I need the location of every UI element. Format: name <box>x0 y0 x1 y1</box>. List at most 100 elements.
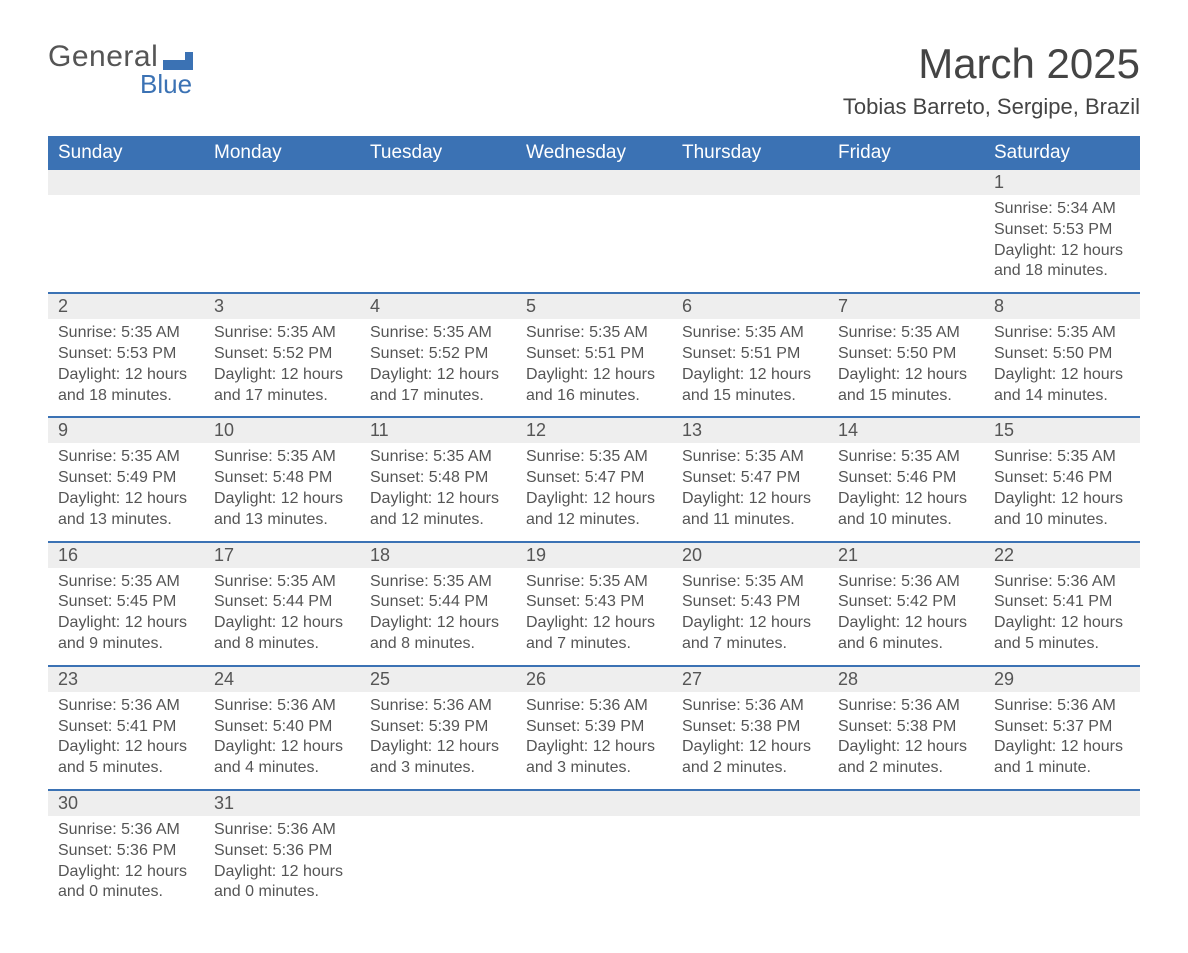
sunrise-text: Sunrise: 5:36 AM <box>994 572 1130 593</box>
day-number-cell: 17 <box>204 542 360 568</box>
sunrise-text: Sunrise: 5:35 AM <box>58 572 194 593</box>
day-number-cell: 28 <box>828 666 984 692</box>
sunset-text: Sunset: 5:46 PM <box>838 468 974 489</box>
day-number-cell <box>516 170 672 195</box>
day-detail-cell <box>516 195 672 293</box>
day-number-row: 1 <box>48 170 1140 195</box>
day-detail-cell: Sunrise: 5:36 AMSunset: 5:39 PMDaylight:… <box>516 692 672 790</box>
daylight-text: Daylight: 12 hours and 16 minutes. <box>526 365 662 407</box>
daylight-text: Daylight: 12 hours and 7 minutes. <box>526 613 662 655</box>
day-number-cell: 31 <box>204 790 360 816</box>
day-detail-row: Sunrise: 5:35 AMSunset: 5:45 PMDaylight:… <box>48 568 1140 666</box>
day-detail-cell: Sunrise: 5:36 AMSunset: 5:37 PMDaylight:… <box>984 692 1140 790</box>
sunrise-text: Sunrise: 5:35 AM <box>682 323 818 344</box>
daylight-text: Daylight: 12 hours and 3 minutes. <box>526 737 662 779</box>
day-number-cell: 3 <box>204 293 360 319</box>
day-number-cell: 21 <box>828 542 984 568</box>
day-detail-cell: Sunrise: 5:35 AMSunset: 5:51 PMDaylight:… <box>672 319 828 417</box>
sunrise-text: Sunrise: 5:35 AM <box>370 447 506 468</box>
sunset-text: Sunset: 5:49 PM <box>58 468 194 489</box>
day-detail-cell: Sunrise: 5:36 AMSunset: 5:39 PMDaylight:… <box>360 692 516 790</box>
sunset-text: Sunset: 5:37 PM <box>994 717 1130 738</box>
sunset-text: Sunset: 5:51 PM <box>526 344 662 365</box>
day-detail-cell: Sunrise: 5:36 AMSunset: 5:36 PMDaylight:… <box>48 816 204 913</box>
daylight-text: Daylight: 12 hours and 10 minutes. <box>994 489 1130 531</box>
day-number-cell <box>204 170 360 195</box>
sunset-text: Sunset: 5:43 PM <box>526 592 662 613</box>
day-number-cell: 19 <box>516 542 672 568</box>
day-detail-cell: Sunrise: 5:36 AMSunset: 5:38 PMDaylight:… <box>672 692 828 790</box>
day-number-cell: 20 <box>672 542 828 568</box>
day-header: Friday <box>828 136 984 170</box>
sunrise-text: Sunrise: 5:35 AM <box>838 323 974 344</box>
sunrise-text: Sunrise: 5:35 AM <box>214 572 350 593</box>
daylight-text: Daylight: 12 hours and 11 minutes. <box>682 489 818 531</box>
day-number-row: 9101112131415 <box>48 417 1140 443</box>
daylight-text: Daylight: 12 hours and 1 minute. <box>994 737 1130 779</box>
logo: General Blue <box>48 40 193 100</box>
day-detail-cell: Sunrise: 5:35 AMSunset: 5:46 PMDaylight:… <box>828 443 984 541</box>
sunrise-text: Sunrise: 5:35 AM <box>838 447 974 468</box>
header: General Blue March 2025 Tobias Barreto, … <box>48 40 1140 120</box>
day-number-cell: 15 <box>984 417 1140 443</box>
sunrise-text: Sunrise: 5:36 AM <box>838 572 974 593</box>
day-number-cell: 8 <box>984 293 1140 319</box>
daylight-text: Daylight: 12 hours and 12 minutes. <box>526 489 662 531</box>
day-detail-cell: Sunrise: 5:35 AMSunset: 5:49 PMDaylight:… <box>48 443 204 541</box>
day-number-cell: 11 <box>360 417 516 443</box>
day-detail-cell: Sunrise: 5:35 AMSunset: 5:48 PMDaylight:… <box>360 443 516 541</box>
daylight-text: Daylight: 12 hours and 18 minutes. <box>994 241 1130 283</box>
day-number-cell: 18 <box>360 542 516 568</box>
day-detail-cell: Sunrise: 5:34 AMSunset: 5:53 PMDaylight:… <box>984 195 1140 293</box>
daylight-text: Daylight: 12 hours and 7 minutes. <box>682 613 818 655</box>
day-number-cell: 7 <box>828 293 984 319</box>
daylight-text: Daylight: 12 hours and 10 minutes. <box>838 489 974 531</box>
day-detail-cell <box>516 816 672 913</box>
day-header: Saturday <box>984 136 1140 170</box>
day-number-cell: 25 <box>360 666 516 692</box>
day-detail-cell <box>48 195 204 293</box>
day-detail-row: Sunrise: 5:36 AMSunset: 5:41 PMDaylight:… <box>48 692 1140 790</box>
day-number-cell <box>48 170 204 195</box>
sunset-text: Sunset: 5:48 PM <box>370 468 506 489</box>
sunset-text: Sunset: 5:44 PM <box>214 592 350 613</box>
day-header: Sunday <box>48 136 204 170</box>
day-number-cell: 24 <box>204 666 360 692</box>
sunset-text: Sunset: 5:42 PM <box>838 592 974 613</box>
day-detail-cell <box>672 195 828 293</box>
daylight-text: Daylight: 12 hours and 5 minutes. <box>58 737 194 779</box>
day-detail-cell <box>984 816 1140 913</box>
sunset-text: Sunset: 5:38 PM <box>838 717 974 738</box>
day-header: Tuesday <box>360 136 516 170</box>
sunrise-text: Sunrise: 5:35 AM <box>214 323 350 344</box>
location-label: Tobias Barreto, Sergipe, Brazil <box>843 94 1140 120</box>
day-detail-cell: Sunrise: 5:35 AMSunset: 5:50 PMDaylight:… <box>984 319 1140 417</box>
sunset-text: Sunset: 5:41 PM <box>58 717 194 738</box>
day-number-cell: 2 <box>48 293 204 319</box>
sunset-text: Sunset: 5:39 PM <box>526 717 662 738</box>
day-detail-cell: Sunrise: 5:35 AMSunset: 5:47 PMDaylight:… <box>672 443 828 541</box>
sunrise-text: Sunrise: 5:35 AM <box>214 447 350 468</box>
sunset-text: Sunset: 5:40 PM <box>214 717 350 738</box>
day-detail-cell <box>360 816 516 913</box>
day-detail-cell: Sunrise: 5:35 AMSunset: 5:44 PMDaylight:… <box>360 568 516 666</box>
day-number-cell: 16 <box>48 542 204 568</box>
day-number-cell: 10 <box>204 417 360 443</box>
day-number-row: 23242526272829 <box>48 666 1140 692</box>
day-detail-cell <box>828 816 984 913</box>
daylight-text: Daylight: 12 hours and 18 minutes. <box>58 365 194 407</box>
day-detail-cell: Sunrise: 5:35 AMSunset: 5:45 PMDaylight:… <box>48 568 204 666</box>
sunrise-text: Sunrise: 5:36 AM <box>58 820 194 841</box>
daylight-text: Daylight: 12 hours and 12 minutes. <box>370 489 506 531</box>
sunrise-text: Sunrise: 5:35 AM <box>994 323 1130 344</box>
daylight-text: Daylight: 12 hours and 15 minutes. <box>682 365 818 407</box>
day-detail-cell: Sunrise: 5:35 AMSunset: 5:47 PMDaylight:… <box>516 443 672 541</box>
sunset-text: Sunset: 5:47 PM <box>682 468 818 489</box>
sunrise-text: Sunrise: 5:36 AM <box>994 696 1130 717</box>
day-detail-cell: Sunrise: 5:35 AMSunset: 5:48 PMDaylight:… <box>204 443 360 541</box>
sunset-text: Sunset: 5:52 PM <box>370 344 506 365</box>
sunrise-text: Sunrise: 5:36 AM <box>682 696 818 717</box>
sunset-text: Sunset: 5:50 PM <box>838 344 974 365</box>
sunset-text: Sunset: 5:47 PM <box>526 468 662 489</box>
day-number-cell: 6 <box>672 293 828 319</box>
